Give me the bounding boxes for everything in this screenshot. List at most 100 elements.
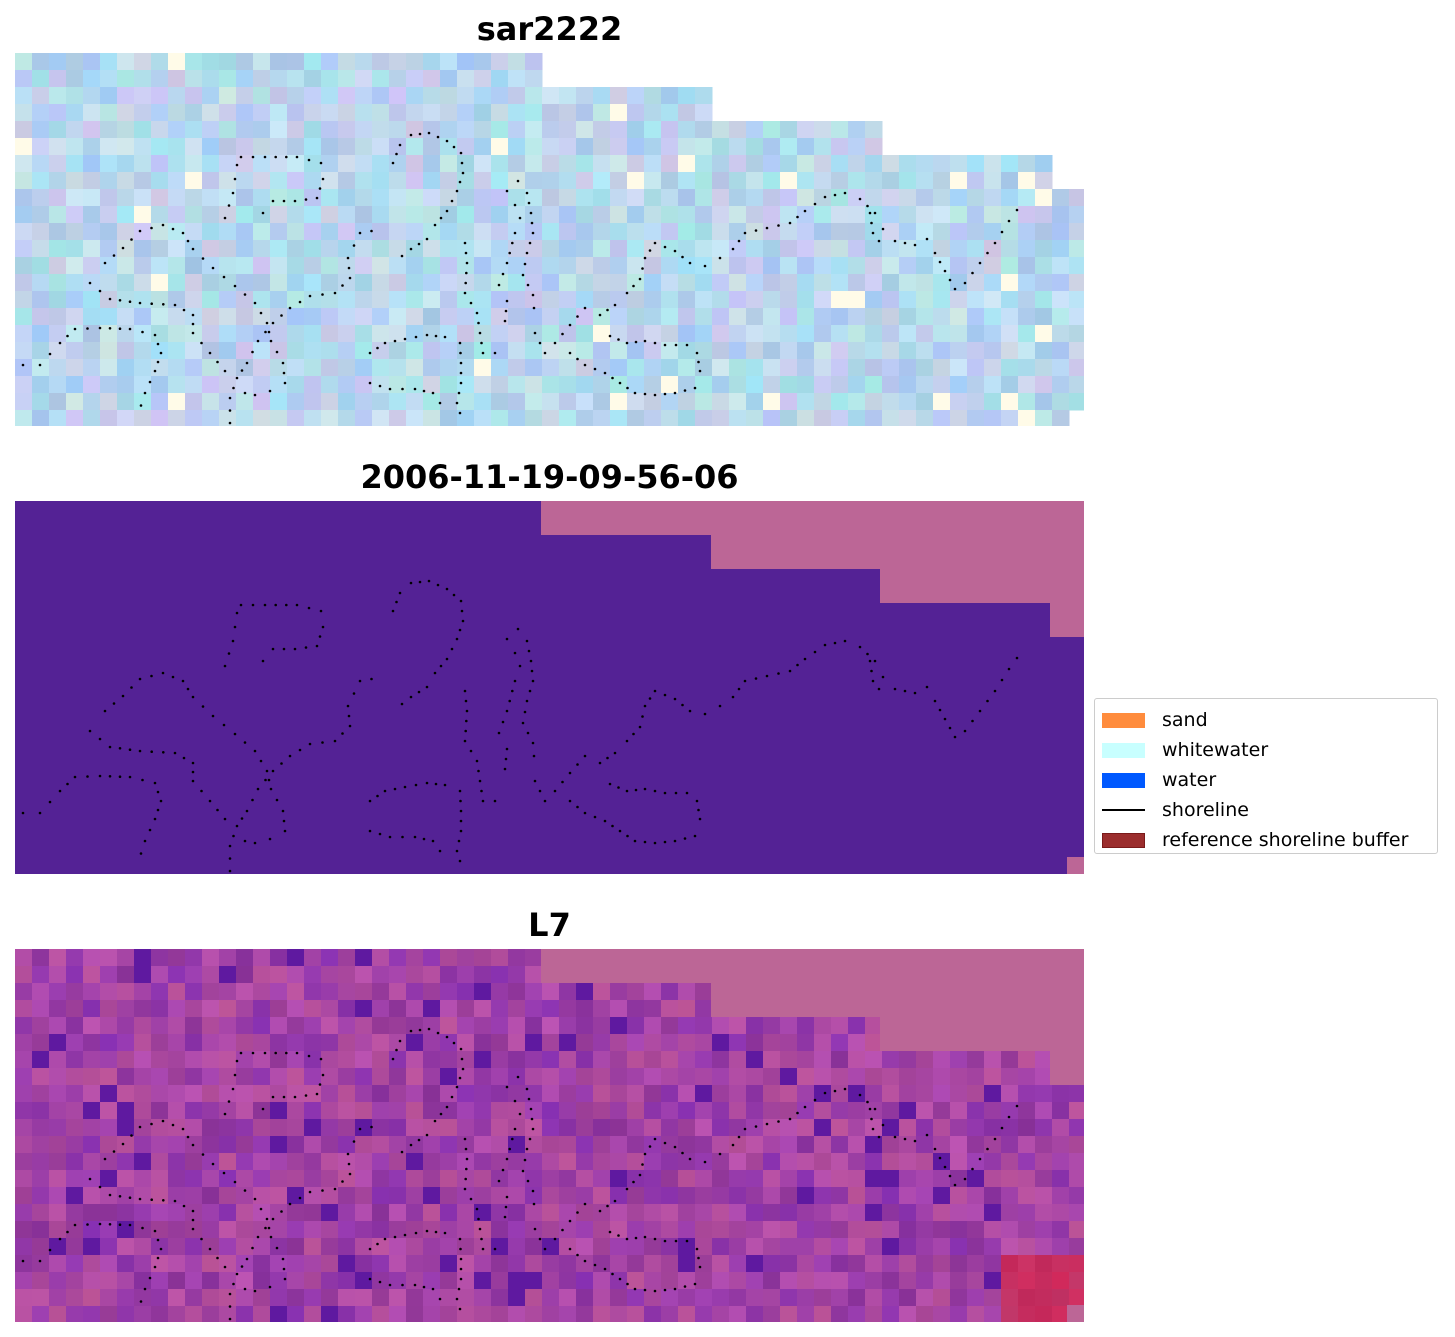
shoreline-point	[731, 695, 735, 699]
shoreline-point	[285, 155, 288, 159]
shoreline-point	[182, 756, 186, 760]
shoreline-point	[88, 729, 92, 733]
shoreline-point	[315, 1092, 319, 1096]
shoreline-point	[223, 817, 227, 821]
shoreline-point	[283, 1277, 287, 1281]
shoreline-point	[243, 741, 247, 744]
shoreline-point	[150, 674, 153, 678]
shoreline-point	[346, 1152, 350, 1156]
shoreline-point	[543, 799, 547, 803]
shoreline-point	[233, 1180, 237, 1184]
shoreline-point	[321, 177, 325, 181]
sar-image	[15, 53, 1084, 426]
shoreline-point	[86, 775, 89, 778]
shoreline-point	[443, 335, 447, 339]
shoreline-point	[121, 694, 125, 698]
shoreline-point	[632, 284, 635, 288]
shoreline-point	[697, 808, 700, 812]
shoreline-point	[501, 272, 505, 276]
shoreline-point	[681, 703, 684, 707]
shoreline-point	[718, 1152, 722, 1156]
shoreline-point	[803, 1105, 807, 1109]
shoreline-point	[275, 798, 279, 802]
shoreline-point	[971, 1167, 974, 1171]
shoreline-point	[321, 625, 325, 629]
shoreline-point	[275, 1246, 279, 1250]
shoreline-point	[128, 300, 132, 303]
shoreline-point	[118, 1223, 122, 1226]
shoreline-point	[227, 1100, 231, 1103]
shoreline-point	[501, 1168, 505, 1172]
shoreline-point	[414, 783, 418, 787]
shoreline-point	[347, 1162, 351, 1166]
shoreline-point	[553, 789, 557, 793]
shoreline-point	[663, 1141, 667, 1145]
shoreline-point	[881, 675, 885, 679]
shoreline-point	[497, 283, 501, 287]
shoreline-point	[231, 191, 235, 195]
shoreline-point	[274, 603, 278, 607]
shoreline-point	[459, 1277, 463, 1281]
shoreline-point	[625, 341, 629, 345]
shoreline-point	[191, 695, 195, 699]
shoreline-point	[518, 216, 522, 220]
shoreline-point	[439, 664, 443, 668]
shoreline-point	[1015, 1104, 1019, 1108]
shoreline-point	[422, 837, 426, 841]
shoreline-point	[461, 1067, 465, 1071]
shoreline-point	[583, 306, 587, 310]
shoreline-point	[513, 1127, 517, 1131]
shoreline-point	[606, 1204, 609, 1208]
shoreline-point	[533, 779, 537, 783]
shoreline-point	[88, 1177, 92, 1181]
shoreline-point	[718, 704, 722, 708]
shoreline-point	[866, 652, 869, 656]
shoreline-point	[143, 391, 147, 395]
shoreline-point	[633, 391, 637, 395]
shoreline-point	[504, 757, 508, 761]
shoreline-point	[529, 1107, 533, 1111]
shoreline-point	[683, 837, 687, 840]
shoreline-point	[333, 1187, 337, 1191]
shoreline-point	[128, 748, 132, 751]
shoreline-point	[443, 1231, 447, 1235]
shoreline-point	[504, 309, 508, 313]
nodata-region	[541, 501, 1084, 637]
shoreline-point	[460, 1057, 464, 1061]
shoreline-point	[150, 226, 153, 230]
shoreline-point	[450, 647, 454, 651]
shoreline-point	[603, 819, 607, 823]
shoreline-point	[606, 308, 609, 312]
shoreline-point	[231, 1087, 235, 1091]
shoreline-point	[525, 191, 529, 195]
shoreline-point	[235, 1059, 239, 1063]
shoreline-point	[321, 1189, 324, 1192]
shoreline-point	[518, 1112, 522, 1116]
shoreline-point	[417, 1138, 421, 1142]
shoreline-point	[395, 152, 398, 156]
shoreline-point	[634, 1236, 638, 1240]
shoreline-point	[191, 331, 195, 335]
shoreline-point	[685, 343, 689, 347]
shoreline-point	[493, 351, 497, 355]
shoreline-point	[497, 731, 501, 735]
shoreline-point	[978, 261, 982, 265]
shoreline-point	[877, 687, 881, 691]
shoreline-point	[409, 1143, 413, 1147]
shoreline-point	[282, 199, 286, 203]
shoreline-point	[523, 1158, 527, 1162]
shoreline-point	[108, 297, 112, 301]
shoreline-point	[143, 1287, 147, 1291]
shoreline-point	[121, 1142, 125, 1146]
shoreline-point	[478, 1227, 482, 1231]
shoreline-point	[285, 603, 288, 607]
shoreline-point	[21, 1259, 25, 1263]
shoreline-point	[128, 327, 132, 331]
shoreline-point	[383, 341, 387, 345]
l7-pixel-grid	[15, 949, 1084, 1322]
sar-shoreline-points	[21, 131, 1019, 425]
shoreline-point	[933, 251, 937, 255]
shoreline-point	[530, 669, 534, 673]
shoreline-point	[368, 829, 372, 833]
shoreline-point	[608, 334, 612, 338]
